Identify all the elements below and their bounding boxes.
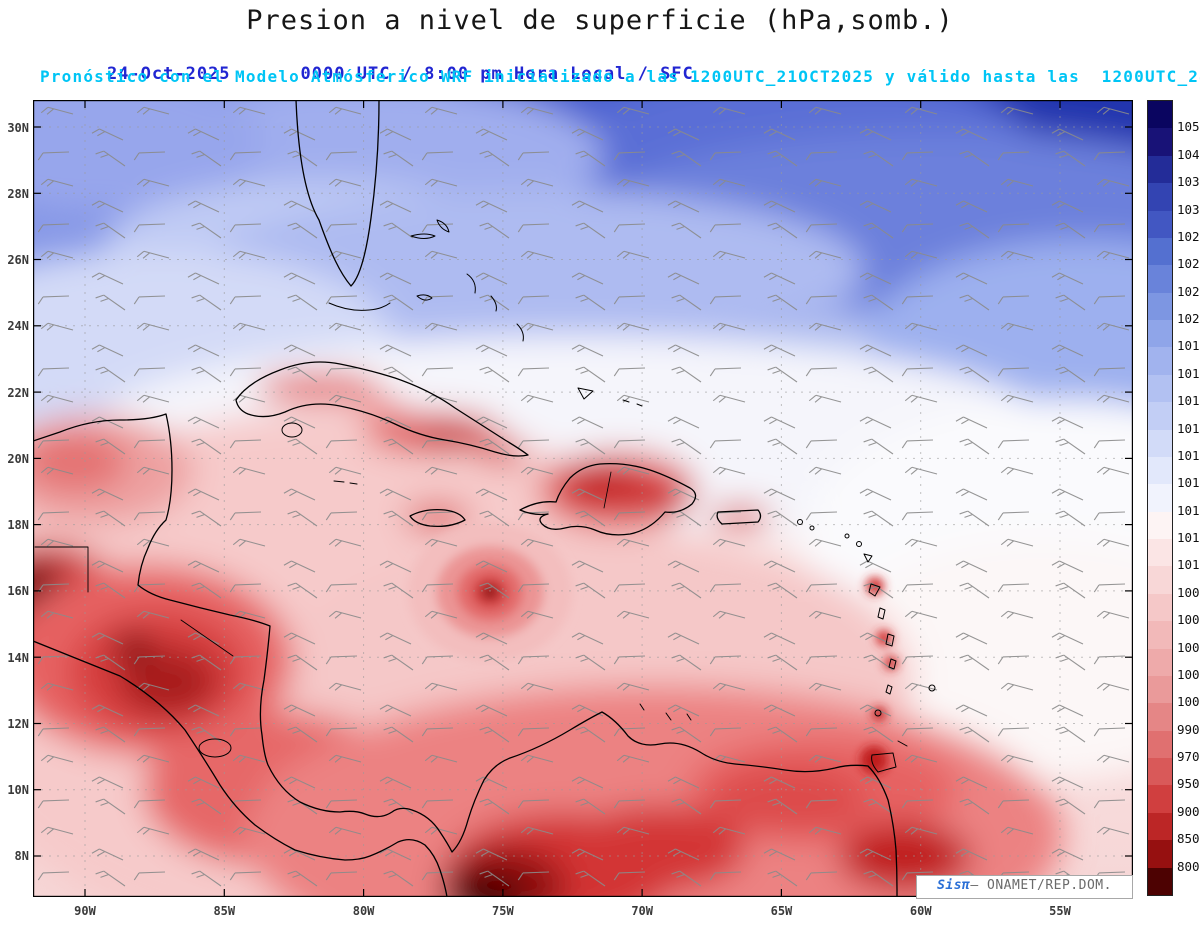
colorbar-tick-label: 800 [1177, 858, 1200, 874]
colorbar-tick-label: 1008 [1177, 584, 1200, 600]
colorbar-tick-label: 1000 [1177, 694, 1200, 710]
lat-tick-label: 24N [7, 319, 29, 334]
colorbar-tick-label: 850 [1177, 831, 1200, 847]
colorbar-tick-label: 1010 [1177, 557, 1200, 573]
colorbar-tick-label: 1014 [1177, 475, 1200, 491]
colorbar-cell [1148, 183, 1172, 211]
colorbar-tick-label: 950 [1177, 776, 1200, 792]
lon-tick-label: 55W [1049, 904, 1071, 918]
colorbar-tick-label: 900 [1177, 803, 1200, 819]
lon-tick-label: 65W [770, 904, 793, 918]
colorbar-tick-label: 1002 [1177, 666, 1200, 682]
page-title: Presion a nivel de superficie (hPa,somb.… [246, 5, 954, 36]
time-label: 0000 UTC / 8:00 pm Hora Local / SFC [300, 64, 694, 84]
lat-tick-label: 14N [7, 650, 29, 665]
lon-tick-label: 70W [631, 904, 653, 918]
date-label: 24-Oct-2025 [106, 64, 231, 84]
colorbar-tick-label: 1015 [1177, 447, 1200, 463]
colorbar-cell [1148, 456, 1172, 485]
colorbar-cell [1148, 539, 1172, 567]
colorbar-cell [1148, 347, 1172, 375]
lat-tick-label: 26N [7, 253, 29, 268]
lat-tick-label: 12N [7, 716, 29, 731]
colorbar-cell [1148, 155, 1172, 184]
lat-tick-label: 22N [7, 385, 29, 400]
colorbar-cells [1147, 100, 1173, 896]
colorbar-tick-label: 1035 [1177, 174, 1200, 190]
colorbar-cell [1148, 566, 1172, 594]
colorbar-tick-label: 1028 [1177, 228, 1200, 244]
colorbar-tick-label: 1013 [1177, 502, 1200, 518]
watermark: Sisπ– ONAMET/REP.DOM. [916, 875, 1133, 899]
lat-tick-label: 16N [7, 584, 29, 599]
colorbar-cell [1148, 675, 1172, 704]
lat-tick-label: 18N [7, 518, 29, 533]
colorbar-tick-label: 1004 [1177, 639, 1200, 655]
colorbar-cell [1148, 703, 1172, 731]
colorbar-cell [1148, 402, 1172, 430]
colorbar-tick-label: 1017 [1177, 393, 1200, 409]
watermark-text: – ONAMET/REP.DOM. [970, 878, 1112, 893]
watermark-brand: Sisπ [937, 878, 971, 893]
colorbar-tick-label: 1050 [1177, 119, 1200, 135]
colorbar-cell [1148, 812, 1172, 841]
colorbar-cell [1148, 648, 1172, 676]
colorbar-cell [1148, 730, 1172, 758]
colorbar-tick-label: 970 [1177, 749, 1200, 765]
colorbar-cell [1148, 292, 1172, 320]
colorbar-tick-label: 1016 [1177, 420, 1200, 436]
lat-tick-label: 30N [7, 120, 29, 135]
colorbar-tick-label: 990 [1177, 721, 1200, 737]
lon-tick-label: 80W [352, 904, 375, 918]
colorbar-cell [1148, 237, 1172, 266]
colorbar-tick-label: 1018 [1177, 365, 1200, 381]
lon-tick-label: 90W [74, 904, 96, 918]
colorbar-tick-label: 1020 [1177, 311, 1200, 327]
colorbar-cell [1148, 101, 1172, 129]
datetime-line: 24-Oct-2025 0000 UTC / 8:00 pm Hora Local… [62, 44, 694, 104]
lon-tick-label: 75W [492, 904, 514, 918]
colorbar-tick-label: 1022 [1177, 283, 1200, 299]
colorbar-tick-label: 1025 [1177, 256, 1200, 272]
colorbar-tick-label: 1012 [1177, 530, 1200, 546]
colorbar-cell [1148, 840, 1172, 868]
colorbar-tick-label: 1030 [1177, 201, 1200, 217]
colorbar-cell [1148, 758, 1172, 786]
lat-tick-label: 10N [7, 783, 29, 798]
colorbar-tick-label: 1006 [1177, 612, 1200, 628]
colorbar-cell [1148, 265, 1172, 293]
colorbar-cell [1148, 128, 1172, 156]
coastlines [33, 100, 936, 897]
colorbar-cell [1148, 374, 1172, 403]
colorbar-cell [1148, 621, 1172, 649]
forecast-info-line: Pronóstico con el Modelo Atmósferico WRF… [40, 67, 1200, 86]
lat-tick-label: 8N [14, 849, 29, 864]
colorbar-cell [1148, 429, 1172, 457]
lon-tick-label: 60W [909, 904, 932, 918]
colorbar-tick-label: 1019 [1177, 338, 1200, 354]
colorbar-cell [1148, 867, 1172, 895]
pressure-map [33, 100, 1133, 897]
lat-tick-label: 20N [7, 451, 29, 466]
colorbar-labels: 1050 1040 1035 1030 1028 1025 1022 1020 1019 1018… [1177, 100, 1200, 894]
colorbar-cell [1148, 320, 1172, 348]
colorbar-cell [1148, 484, 1172, 512]
wind-barbs-layer [33, 100, 1133, 897]
colorbar-cell [1148, 785, 1172, 813]
lon-tick-label: 85W [213, 904, 236, 918]
colorbar-tick-label: 1040 [1177, 146, 1200, 162]
colorbar-cell [1148, 511, 1172, 539]
lat-tick-label: 28N [7, 186, 29, 201]
colorbar-cell [1148, 593, 1172, 622]
colorbar-cell [1148, 210, 1172, 238]
map-frame [33, 100, 1133, 897]
